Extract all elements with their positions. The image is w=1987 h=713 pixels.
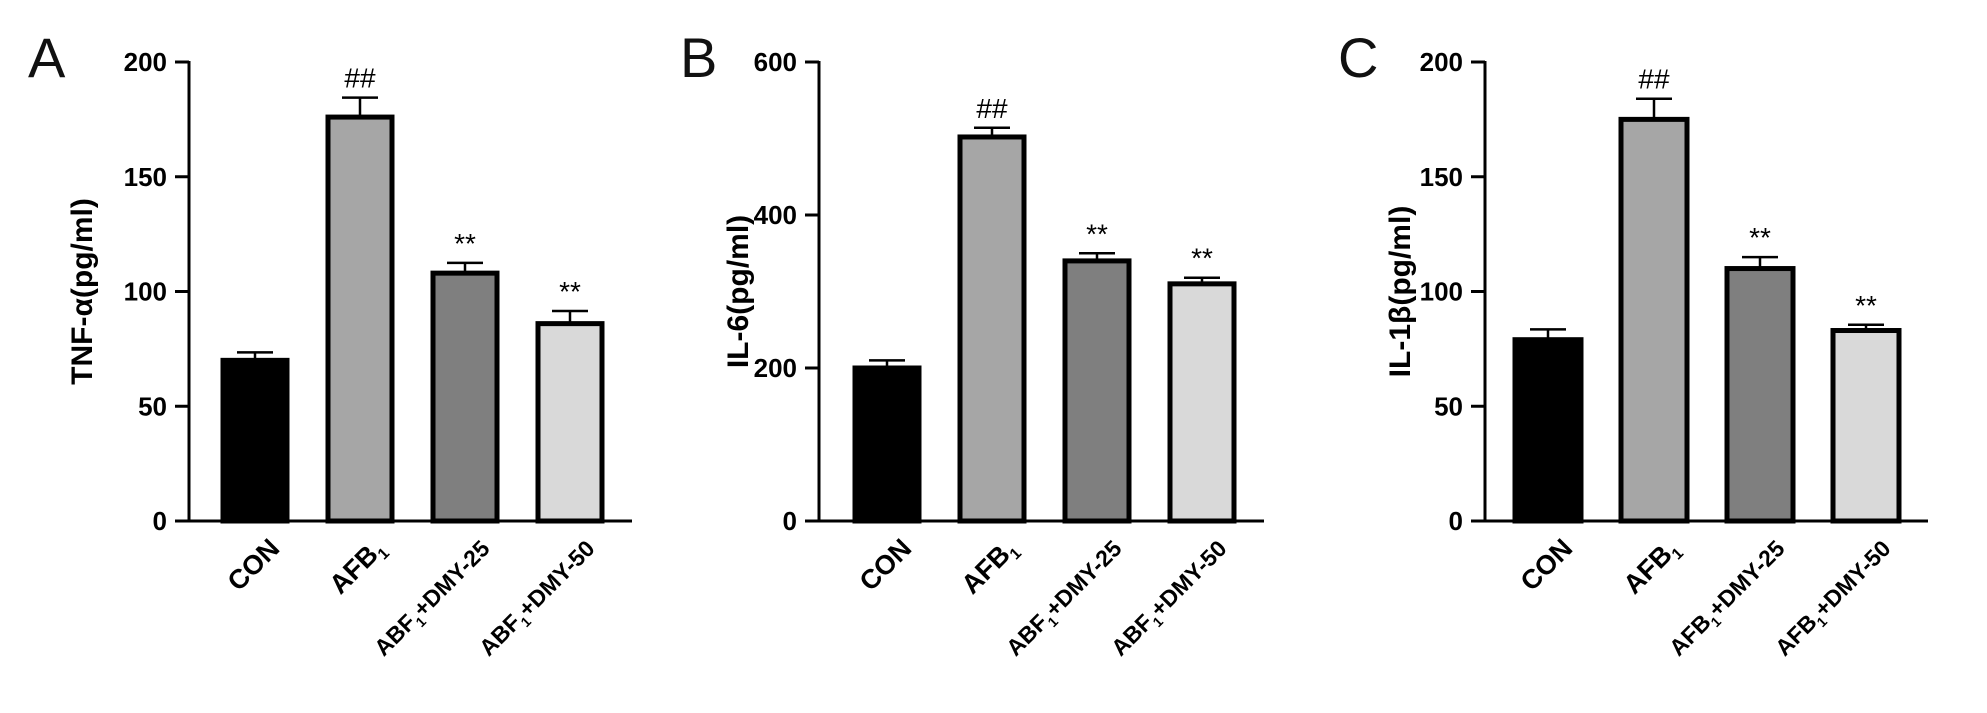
significance-mark: ** — [1749, 222, 1771, 253]
bar — [1830, 328, 1902, 524]
y-tick-label: 50 — [138, 391, 167, 421]
x-tick-label: CON — [222, 533, 286, 597]
significance-mark: ## — [1638, 64, 1670, 95]
y-tick-label: 400 — [754, 200, 797, 230]
y-tick-label: 100 — [1420, 277, 1463, 307]
significance-mark: ## — [344, 63, 376, 94]
y-tick-label: 600 — [754, 47, 797, 77]
y-tick-label: 0 — [1449, 506, 1463, 536]
y-tick-label: 150 — [1420, 162, 1463, 192]
y-tick-label: 200 — [754, 353, 797, 383]
bar — [325, 114, 395, 524]
panel-a: ATNF-α(pg/ml)050100150200CON##AFB1**ABF1… — [28, 26, 632, 661]
y-axis-label: IL-6(pg/ml) — [722, 215, 755, 368]
panel-letter: A — [28, 26, 66, 89]
bar — [220, 357, 290, 524]
x-tick-label: AFB1 — [323, 533, 393, 603]
y-tick-label: 0 — [783, 506, 797, 536]
y-tick-label: 100 — [124, 277, 167, 307]
significance-mark: ** — [1855, 290, 1877, 321]
x-tick-label: AFB1+DMY-50 — [1770, 535, 1898, 663]
bar — [430, 270, 500, 524]
bar — [957, 134, 1027, 524]
y-tick-label: 150 — [124, 162, 167, 192]
bar — [1512, 337, 1584, 524]
bar — [852, 365, 922, 524]
bar — [1618, 116, 1690, 524]
x-tick-label: CON — [854, 533, 918, 597]
significance-mark: ## — [976, 93, 1008, 124]
panel-letter: C — [1338, 26, 1378, 89]
y-tick-label: 50 — [1434, 391, 1463, 421]
bar — [535, 321, 605, 524]
x-tick-label: AFB1 — [955, 533, 1025, 603]
panel-letter: B — [680, 26, 717, 89]
significance-mark: ** — [559, 276, 581, 307]
y-tick-label: 0 — [153, 506, 167, 536]
significance-mark: ** — [1191, 243, 1213, 274]
y-axis-label: TNF-α(pg/ml) — [66, 198, 99, 385]
significance-mark: ** — [1086, 218, 1108, 249]
y-tick-label: 200 — [1420, 47, 1463, 77]
bar — [1724, 266, 1796, 524]
y-tick-label: 200 — [124, 47, 167, 77]
bar — [1062, 258, 1132, 524]
significance-mark: ** — [454, 228, 476, 259]
bar — [1167, 281, 1237, 524]
x-tick-label: AFB1 — [1617, 533, 1687, 603]
panel-c: C IL-1β(pg/ml) 0 50 100 150 200 CON ## AFB1 ** AFB1… — [1338, 26, 1928, 663]
panel-b: BIL-6(pg/ml)0200400600CON##AFB1**ABF1+DM… — [680, 26, 1264, 661]
x-tick-label: CON — [1515, 533, 1579, 597]
y-axis-label: IL-1β(pg/ml) — [1384, 206, 1417, 378]
